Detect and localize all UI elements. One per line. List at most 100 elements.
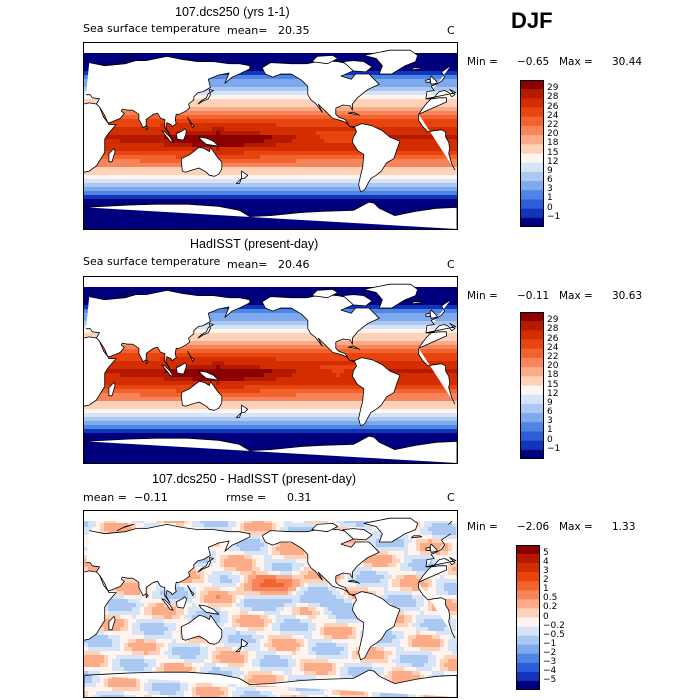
colorbar-2-swatch-1	[520, 321, 544, 331]
land-svalbard	[448, 52, 453, 57]
land-madagascar	[108, 616, 116, 631]
colorbar-1-swatch-1	[520, 89, 544, 99]
colorbar-3-tick-label: 5	[543, 548, 549, 559]
colorbar-3-swatch-0	[516, 545, 540, 555]
land-uk_ireland	[425, 78, 431, 83]
colorbar-3-tick-label: −3	[543, 656, 557, 667]
colorbar-2-swatch-5	[520, 357, 544, 368]
colorbar-1-tick-label: 24	[547, 110, 559, 121]
arctic-mask	[84, 43, 457, 53]
colorbar-3-swatch-2	[516, 563, 540, 573]
colorbar-2-swatch-9	[520, 394, 544, 405]
colorbar-1-swatch-14	[520, 208, 544, 219]
land-canadaIsl	[311, 289, 339, 299]
panel1-title: 107.dcs250 (yrs 1-1)	[175, 5, 290, 19]
land-iceland	[411, 301, 423, 305]
colorbar-2-tick-label: 0	[547, 434, 553, 445]
colorbar-3-swatch-7	[516, 608, 540, 618]
land-canadaIsl	[311, 523, 339, 533]
colorbar-1-tick-label: −1	[547, 211, 561, 222]
land-newZealand	[235, 404, 249, 418]
colorbar-3-tick-label: −0.5	[543, 629, 565, 640]
colorbar-2-swatch-7	[520, 376, 544, 386]
colorbar-1-swatch-0	[520, 80, 544, 90]
colorbar-1-swatch-13	[520, 199, 544, 209]
land-southAmerica	[352, 123, 401, 193]
land-canadaIsl	[311, 55, 339, 65]
panel3-map-svg	[84, 511, 457, 697]
colorbar-1-swatch-8	[520, 153, 544, 163]
panel3-colorbar: 5 4 3 2 1 0.5 0.2 0 −0.2 −0.5 −1 −2 −3 −4 −5	[516, 545, 565, 690]
colorbar-3-swatch-3	[516, 572, 540, 582]
land-eurasia	[86, 524, 457, 604]
panel3-title: 107.dcs250 - HadISST (present-day)	[152, 472, 357, 486]
panel1-units: C	[447, 24, 455, 37]
colorbar-3-swatch-4	[516, 581, 540, 591]
colorbar-1-tick-label: 15	[547, 147, 559, 158]
land-madagascar	[108, 148, 116, 163]
colorbar-1-tick-label: 26	[547, 101, 559, 112]
colorbar-3-swatch-13	[516, 662, 540, 673]
colorbar-3-swatch-6	[516, 599, 540, 609]
arctic-mask	[84, 511, 457, 521]
land-novaya	[116, 56, 135, 63]
colorbar-1-tick-label: 6	[547, 175, 553, 186]
land-sumatra	[161, 364, 174, 377]
panel3-mean-label: mean =	[83, 491, 127, 504]
colorbar-2-tick-label: 26	[547, 333, 559, 344]
colorbar-1-swatch-5	[520, 125, 544, 136]
arctic-mask	[84, 277, 457, 287]
land-svalbard	[448, 520, 453, 525]
land-baffin	[342, 60, 373, 73]
colorbar-3-tick-label: 2	[543, 575, 549, 586]
land-uk_ireland	[425, 546, 431, 551]
colorbar-1-swatch-4	[520, 116, 544, 127]
colorbar-3-swatch-9	[516, 626, 540, 636]
land-novaya	[116, 290, 135, 297]
colorbar-1-tick-label: 20	[547, 129, 559, 140]
colorbar-2-tick-label: 28	[547, 324, 559, 335]
panel1-max-label: Max =	[559, 56, 593, 68]
land-africa	[84, 97, 456, 173]
colorbar-2-swatch-14	[520, 440, 544, 451]
colorbar-1-frame	[520, 80, 544, 227]
colorbar-3-frame	[516, 545, 540, 690]
land-sriLanka	[145, 359, 149, 365]
land-cuba	[347, 579, 360, 584]
panel2-map	[83, 276, 458, 464]
colorbar-3-tick-label: 1	[543, 584, 549, 595]
land-philippines	[187, 117, 195, 129]
land-sriLanka	[145, 125, 149, 131]
colorbar-2-tick-label: 18	[547, 370, 559, 381]
colorbar-2-swatch-15	[520, 449, 544, 459]
land-svalbard	[448, 286, 453, 291]
land-newGuinea	[198, 604, 220, 615]
colorbar-3-svg	[516, 545, 540, 690]
panel1-map	[83, 42, 458, 230]
panel2-mean-label: mean=	[227, 258, 268, 271]
colorbar-3-tick-label: −5	[543, 674, 557, 685]
panel2-map-svg	[84, 277, 457, 463]
land-cuba	[347, 345, 360, 350]
panel2-mean-value: 20.46	[278, 258, 310, 271]
colorbar-3-swatch-10	[516, 635, 540, 645]
colorbar-1-tick-label: 9	[547, 165, 553, 176]
panel1-mean-value: 20.35	[278, 24, 310, 37]
land-greenland	[363, 517, 418, 543]
land-africa	[84, 565, 456, 641]
land-iceland	[411, 67, 423, 71]
land-borneo	[175, 362, 187, 375]
colorbar-3-tick-label: −1	[543, 638, 557, 649]
land-greenland	[363, 283, 418, 309]
colorbar-3-swatch-11	[516, 644, 540, 655]
colorbar-1-swatch-6	[520, 135, 544, 145]
panel3-max-label: Max =	[559, 521, 593, 533]
panel3-min-value: −2.06	[517, 521, 550, 533]
land-northAmerica	[261, 60, 380, 129]
colorbar-1-tick-label: 0	[547, 202, 553, 213]
panel1-variable: Sea surface temperature	[83, 22, 221, 35]
panel2-max-label: Max =	[559, 290, 593, 302]
land-newZealand	[235, 638, 249, 652]
land-newGuinea	[198, 370, 220, 381]
colorbar-2-tick-label: 15	[547, 379, 559, 390]
